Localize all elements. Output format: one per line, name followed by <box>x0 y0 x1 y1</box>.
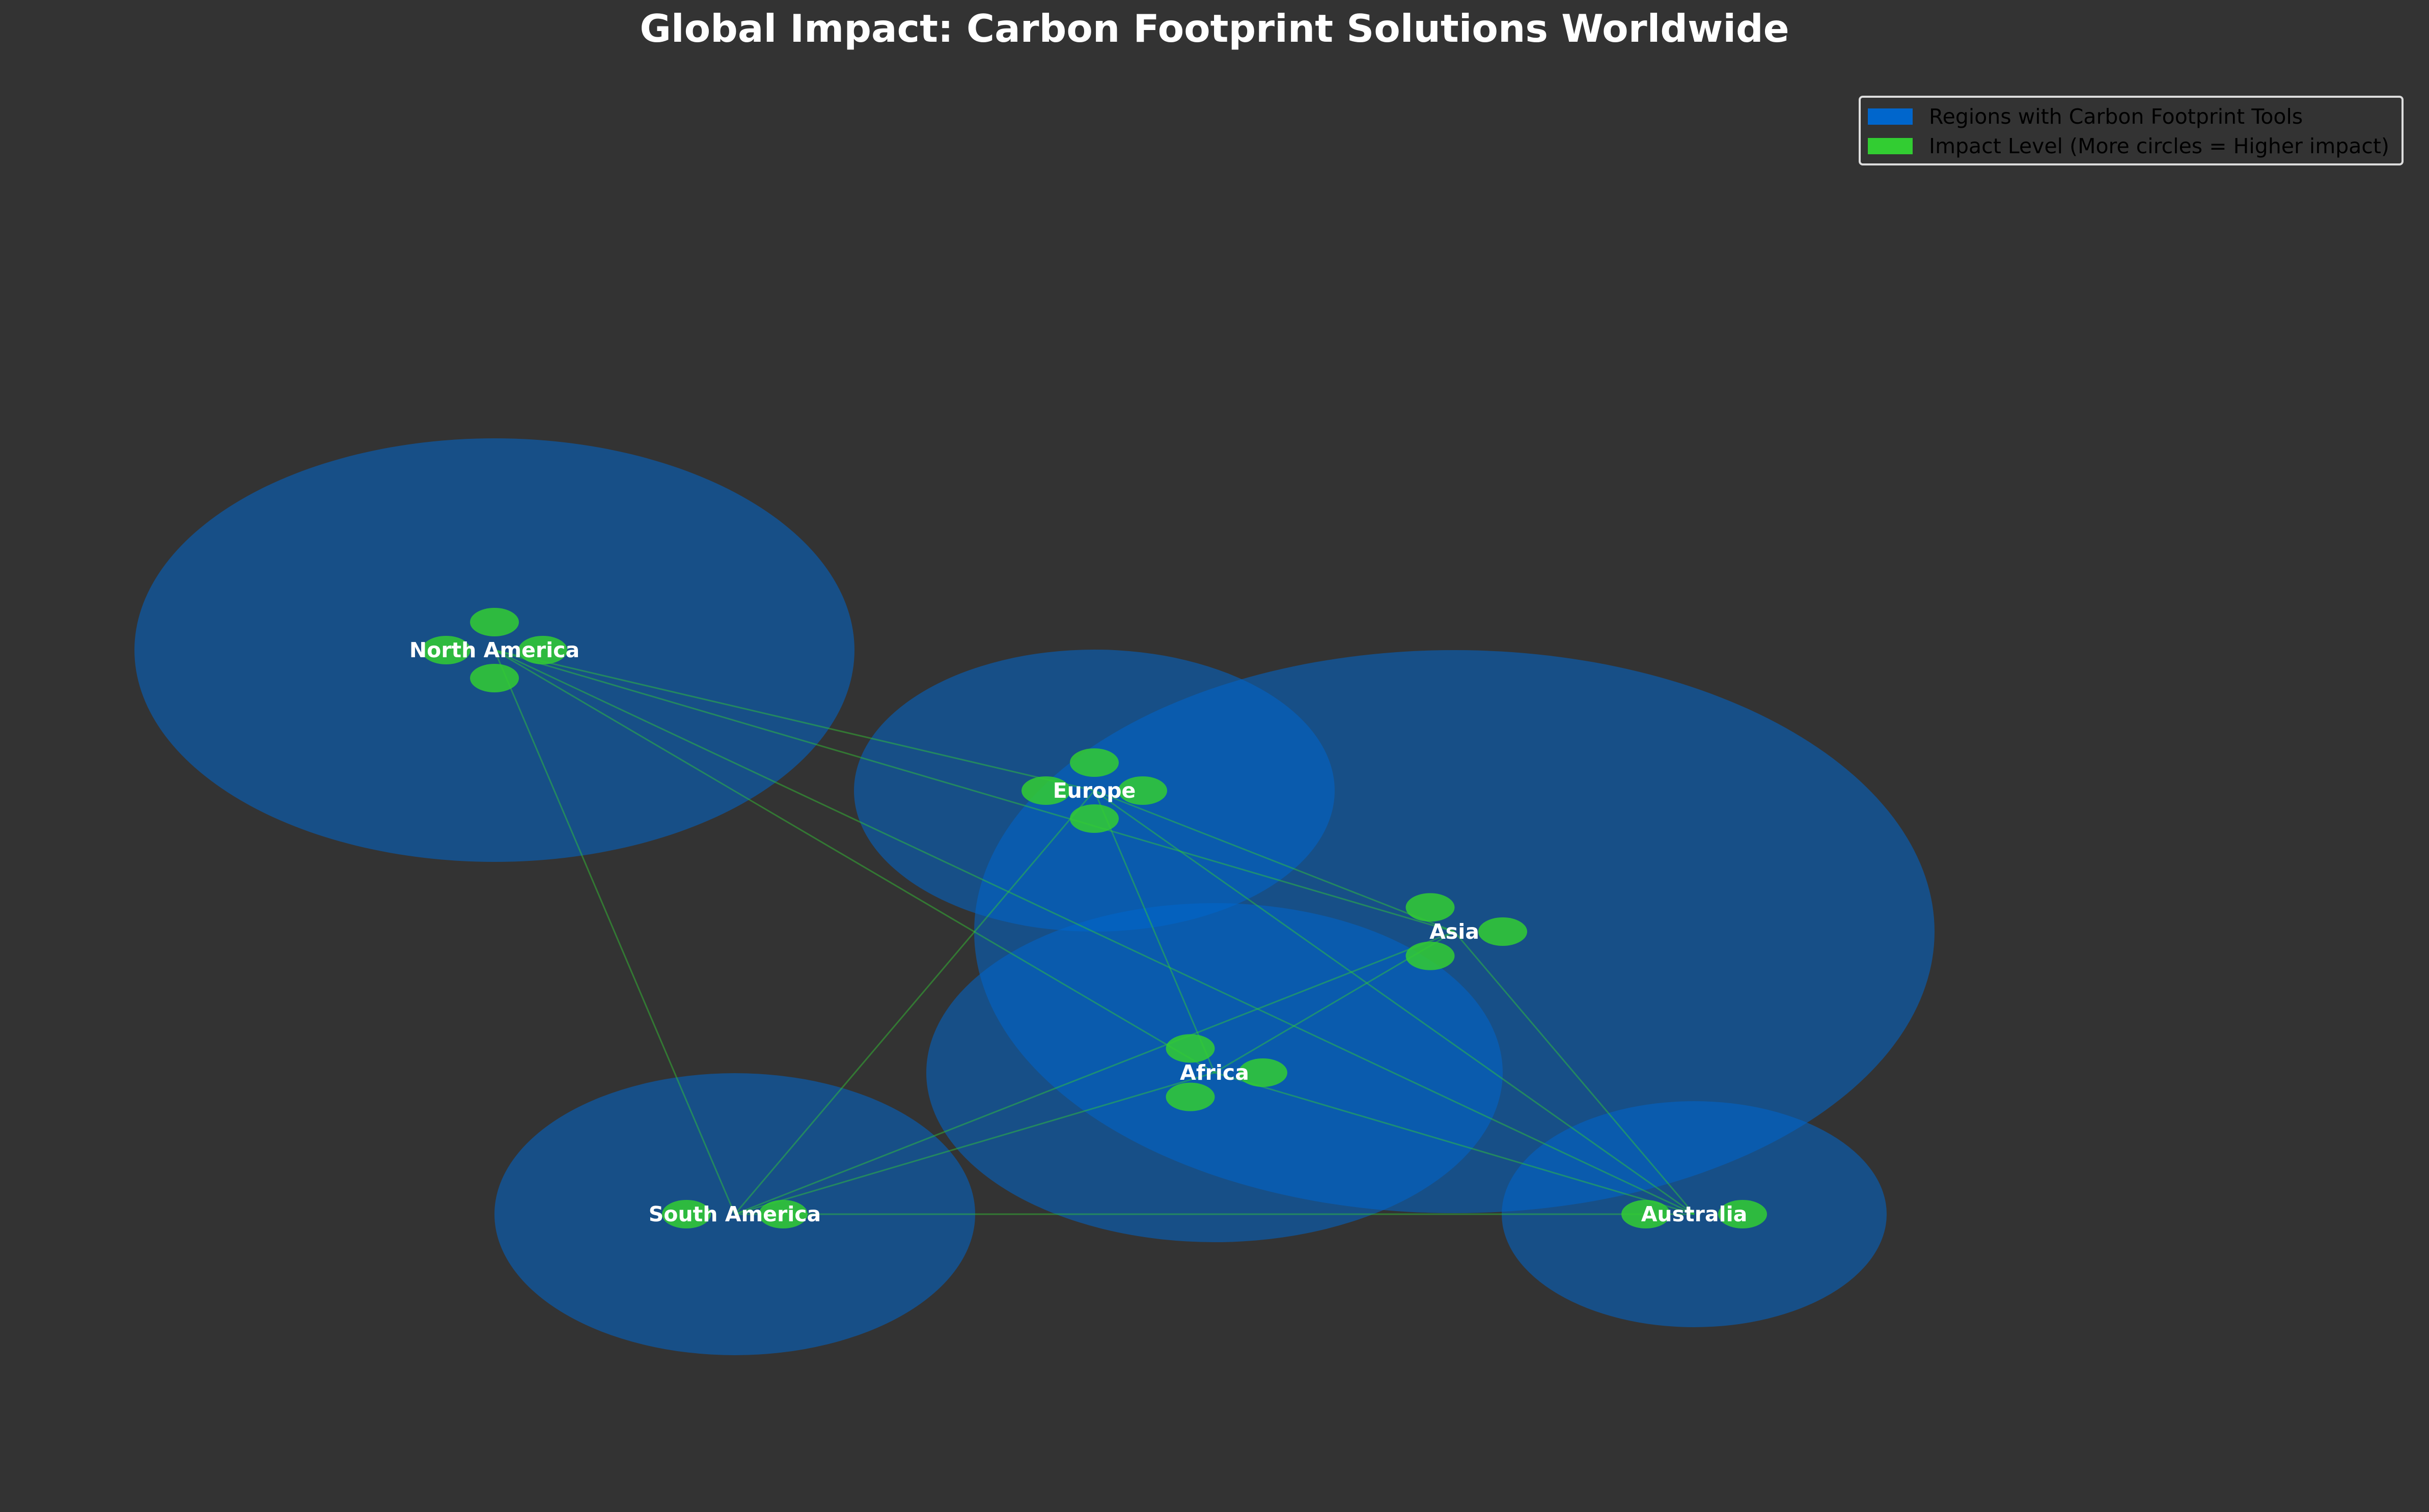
impact-layer <box>422 608 1767 1228</box>
impact-circle-asia-1 <box>1478 917 1527 946</box>
connection-north-america-to-africa <box>494 649 1215 1074</box>
legend-item-regions: Regions with Carbon Footprint Tools <box>1868 104 2303 129</box>
connection-africa-to-south-america <box>734 1072 1215 1215</box>
region-label-asia: Asia <box>1429 919 1479 944</box>
connection-asia-to-australia <box>1453 931 1695 1215</box>
impact-circle-europe-2 <box>1070 804 1119 833</box>
connection-europe-to-asia <box>1094 790 1455 933</box>
impact-circle-africa-2 <box>1166 1082 1215 1111</box>
impact-circle-europe-3 <box>1022 776 1070 805</box>
region-label-africa: Africa <box>1180 1060 1249 1085</box>
labels-layer: North America Europe Asia Africa South Ameri… <box>409 638 1747 1226</box>
impact-circle-australia-2 <box>1621 1200 1670 1228</box>
impact-circle-europe-4 <box>1070 748 1119 777</box>
region-australia <box>1502 1101 1887 1327</box>
region-label-north-america: North America <box>409 638 579 662</box>
region-south-america <box>494 1073 975 1355</box>
legend-item-impact: Impact Level (More circles = Higher impa… <box>1868 133 2389 159</box>
impact-circle-europe-1 <box>1118 776 1167 805</box>
connection-africa-to-australia <box>1214 1072 1695 1215</box>
links-layer <box>493 649 1695 1215</box>
diagram-title: Global Impact: Carbon Footprint Solution… <box>640 6 1789 51</box>
legend-swatch-impact <box>1868 138 1913 154</box>
legend-label-impact: Impact Level (More circles = Higher impa… <box>1929 134 2390 158</box>
region-label-europe: Europe <box>1053 778 1136 803</box>
impact-circle-asia-3 <box>1405 893 1455 922</box>
impact-circle-south-america-2 <box>662 1200 711 1228</box>
impact-circle-south-america-1 <box>759 1200 808 1228</box>
impact-circle-africa-3 <box>1166 1034 1215 1063</box>
region-north-america <box>134 438 854 862</box>
connection-north-america-to-europe <box>494 649 1095 792</box>
connection-europe-to-australia <box>1094 790 1695 1215</box>
connection-north-america-to-australia <box>494 649 1695 1215</box>
impact-circle-asia-2 <box>1405 941 1455 970</box>
regions-layer <box>134 438 1935 1355</box>
impact-circle-north-america-1 <box>518 636 567 664</box>
legend-swatch-regions <box>1868 108 1913 125</box>
impact-circle-australia-1 <box>1718 1200 1767 1228</box>
region-label-australia: Australia <box>1641 1202 1748 1226</box>
connection-north-america-to-south-america <box>493 650 736 1215</box>
connection-asia-to-south-america <box>734 931 1455 1215</box>
impact-circle-north-america-3 <box>422 636 471 664</box>
legend-label-regions: Regions with Carbon Footprint Tools <box>1929 104 2303 129</box>
impact-circle-africa-1 <box>1238 1058 1287 1087</box>
connection-europe-to-africa <box>1093 790 1216 1073</box>
impact-circle-north-america-4 <box>470 608 519 636</box>
impact-circle-north-america-2 <box>470 664 519 692</box>
legend: Regions with Carbon Footprint Tools Impa… <box>1859 96 2404 165</box>
region-label-south-america: South America <box>649 1202 821 1226</box>
connection-europe-to-south-america <box>734 790 1095 1215</box>
connection-north-america-to-asia <box>494 649 1455 933</box>
region-africa <box>926 903 1503 1242</box>
